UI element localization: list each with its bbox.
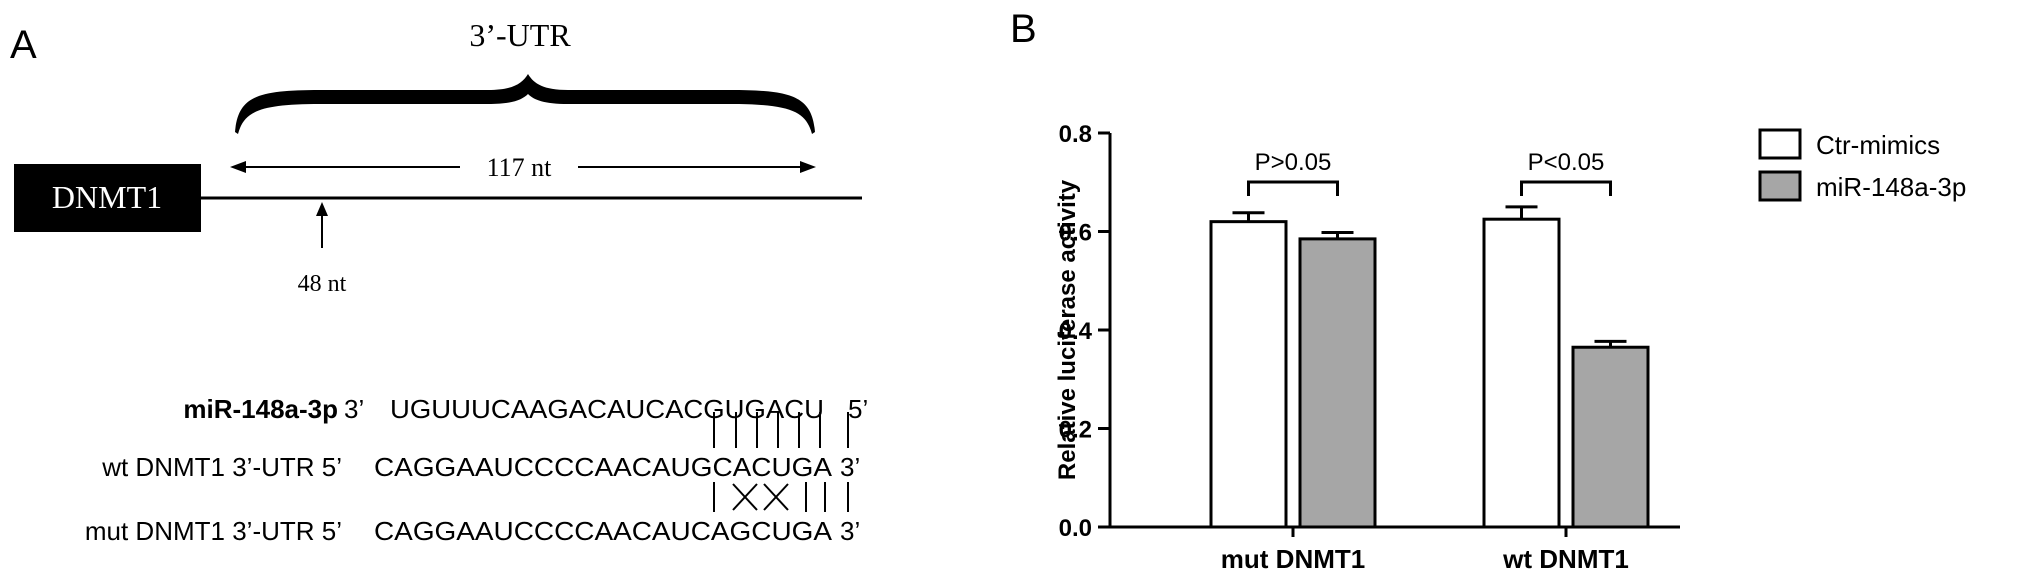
- wt-sequence: CAGGAAUCCCCAACAUGCACUGA: [374, 452, 833, 482]
- significance-bracket: [1520, 180, 1612, 196]
- significance-label: P>0.05: [1255, 149, 1332, 176]
- wt-end-right: 3’: [840, 452, 860, 482]
- mirna-end-left: 3’: [344, 394, 364, 424]
- y-axis-label: Relative luciferase activity: [1054, 179, 1081, 480]
- y-tick-label: 0.0: [1059, 515, 1092, 542]
- utr-label: 3’-UTR: [469, 17, 571, 53]
- mirna-end-right: 5’: [848, 394, 868, 424]
- x-tick-label: wt DNMT1: [1502, 544, 1629, 574]
- gene-box-label: DNMT1: [52, 179, 162, 215]
- legend-label: Ctr-mimics: [1816, 130, 1940, 160]
- x-tick-label: mut DNMT1: [1221, 544, 1365, 574]
- panel-a-letter: A: [10, 23, 37, 67]
- bar-ctr-mimics: [1209, 220, 1288, 529]
- length-label: 117 nt: [487, 153, 553, 182]
- significance-label: P<0.05: [1528, 149, 1605, 176]
- arrowhead-left: [230, 161, 246, 173]
- bar-mir-148a-3p: [1298, 237, 1377, 529]
- mirna-name: miR-148a-3p: [183, 394, 338, 424]
- bar-chart: 0.0 0.2 0.4 0.6 0.8 Relative luciferase activ…: [1054, 121, 1966, 574]
- y-tick-label: 0.4: [1059, 318, 1093, 345]
- site-arrowhead: [316, 202, 328, 216]
- mut-sequence: CAGGAAUCCCCAACAUCAGCUGA: [374, 516, 833, 546]
- arrowhead-right: [800, 161, 816, 173]
- bar-mir-148a-3p: [1571, 345, 1650, 529]
- significance-bracket: [1247, 180, 1339, 196]
- gene-box: [14, 164, 201, 232]
- pairing-lines-top: [713, 412, 849, 448]
- bar-ctr-mimics: [1482, 217, 1561, 529]
- mirna-sequence: UGUUUCAAGACAUCACGUGACU: [390, 394, 824, 424]
- y-tick-label: 0.6: [1059, 220, 1092, 247]
- site-label: 48 nt: [298, 271, 347, 297]
- legend-label: miR-148a-3p: [1816, 172, 1966, 202]
- mut-name: mut DNMT1 3’-UTR 5’: [85, 516, 342, 546]
- panel-b-letter: B: [1010, 7, 1037, 51]
- legend-swatch: [1758, 170, 1802, 202]
- pairing-marks-bottom: [713, 482, 849, 512]
- wt-name: wt DNMT1 3’-UTR 5’: [101, 452, 342, 482]
- mut-end-right: 3’: [840, 516, 860, 546]
- y-tick-label: 0.8: [1059, 121, 1092, 148]
- y-tick-label: 0.2: [1059, 417, 1092, 444]
- legend-swatch: [1758, 128, 1802, 160]
- utr-brace: [235, 74, 815, 134]
